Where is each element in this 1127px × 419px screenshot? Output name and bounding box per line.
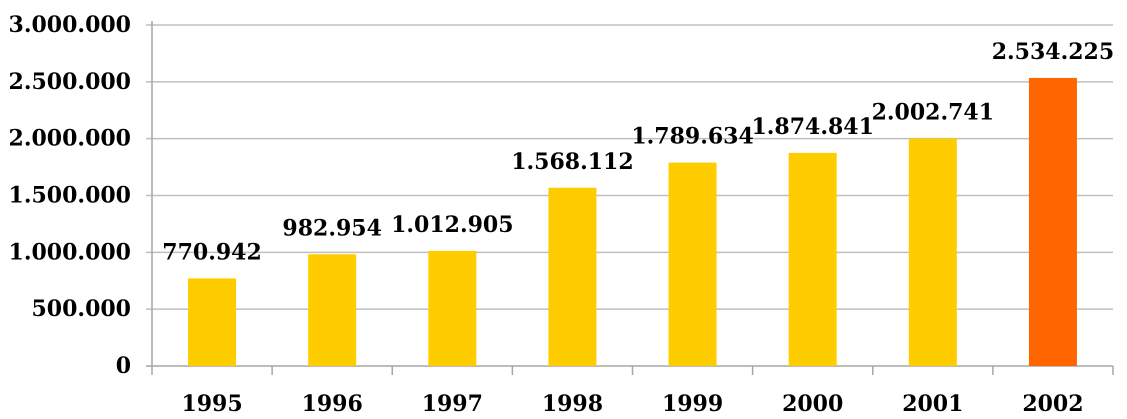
- y-tick-label: 500.000: [31, 296, 131, 322]
- bar-1997: [428, 250, 477, 366]
- bar-1996: [308, 254, 357, 366]
- x-tick-label: 1999: [662, 391, 723, 417]
- y-tick-label: 1.500.000: [9, 183, 131, 209]
- y-axis-tick-labels: 0 500.000 1.000.000 1.500.000 2.000.000 2.500…: [9, 12, 131, 379]
- x-tick-label: 2002: [1022, 391, 1083, 417]
- bar-2001: [908, 138, 957, 366]
- data-label-2002: 2.534.225: [992, 39, 1114, 65]
- y-tick-label: 2.500.000: [9, 69, 131, 95]
- axes: [146, 21, 1114, 375]
- bar-1998: [548, 187, 597, 366]
- y-tick-label: 3.000.000: [9, 12, 131, 38]
- y-tick-label: 2.000.000: [9, 126, 131, 152]
- data-label-1996: 982.954: [282, 215, 382, 241]
- data-label-2000: 1.874.841: [751, 114, 873, 140]
- x-tick-label: 1995: [181, 391, 242, 417]
- bar-2000: [788, 152, 837, 366]
- bar-2002: [1028, 77, 1077, 367]
- x-tick-label: 1997: [422, 391, 483, 417]
- data-label-1997: 1.012.905: [391, 212, 513, 238]
- y-tick-label: 1.000.000: [9, 239, 131, 265]
- y-tick-label: 0: [116, 353, 131, 379]
- bar-1995: [188, 278, 237, 366]
- data-label-1995: 770.942: [162, 239, 262, 265]
- data-label-2001: 2.002.741: [872, 99, 994, 125]
- bar-1999: [668, 162, 717, 366]
- x-axis-tick-labels: 1995 1996 1997 1998 1999 2000 2001 2002: [181, 391, 1083, 417]
- data-label-1999: 1.789.634: [631, 124, 753, 150]
- data-labels: 770.942 982.954 1.012.905 1.568.1121.789.63…: [162, 39, 1114, 265]
- x-tick-label: 1996: [302, 391, 363, 417]
- x-tick-label: 2000: [782, 391, 843, 417]
- x-tick-label: 2001: [902, 391, 963, 417]
- data-label-1998: 1.568.112: [511, 149, 633, 175]
- x-tick-label: 1998: [542, 391, 603, 417]
- bars: [188, 77, 1077, 367]
